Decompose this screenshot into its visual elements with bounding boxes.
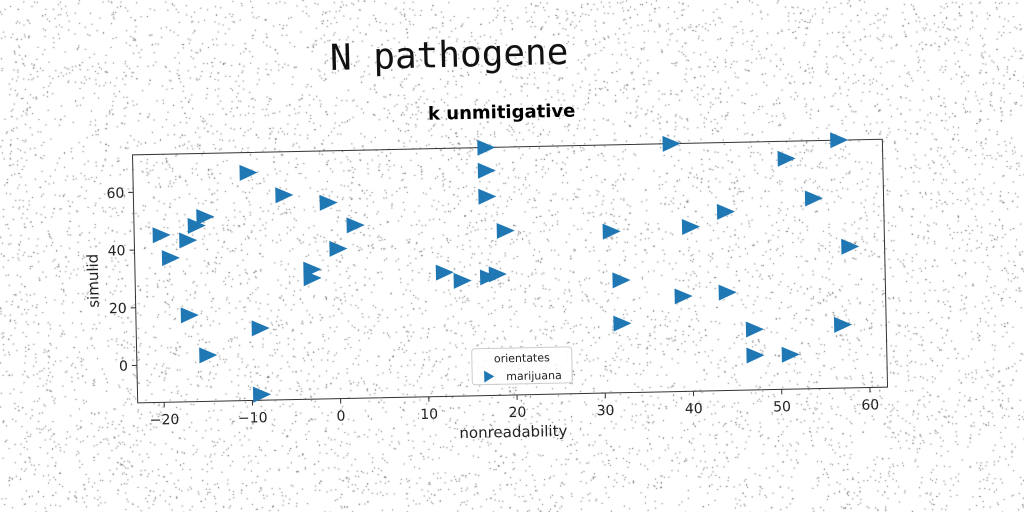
legend-box bbox=[471, 346, 573, 386]
x-tick-label: 0 bbox=[336, 409, 345, 425]
x-axis-ticks: −20 −10 0 10 20 30 40 50 60 bbox=[150, 387, 879, 429]
x-tick-label: 10 bbox=[420, 407, 438, 423]
data-point bbox=[319, 194, 338, 211]
data-point bbox=[303, 270, 322, 287]
data-point bbox=[477, 162, 496, 179]
data-point bbox=[179, 232, 198, 249]
y-axis-ticks: 0 20 40 60 bbox=[106, 186, 137, 375]
data-point bbox=[777, 150, 796, 167]
x-tick-label: −10 bbox=[238, 410, 268, 427]
data-point bbox=[152, 227, 171, 244]
x-axis-label: nonreadability bbox=[459, 422, 567, 442]
data-point bbox=[161, 250, 180, 267]
chart-title: k unmitigative bbox=[428, 101, 576, 125]
y-tick-label: 0 bbox=[119, 359, 128, 375]
plot-group: k unmitigative −20 −10 0 10 20 30 40 50 60 0 20 40… bbox=[84, 101, 889, 442]
data-point bbox=[746, 347, 765, 364]
data-point bbox=[681, 219, 701, 236]
data-point bbox=[346, 217, 365, 234]
data-point bbox=[602, 223, 621, 240]
data-point bbox=[745, 321, 764, 338]
data-point bbox=[239, 164, 258, 181]
data-point bbox=[477, 139, 496, 156]
data-point bbox=[187, 217, 206, 234]
x-tick-label: 20 bbox=[508, 405, 526, 421]
legend-entry: marijuana bbox=[506, 369, 562, 383]
data-point bbox=[612, 272, 631, 289]
plot-frame bbox=[131, 138, 889, 404]
data-point bbox=[488, 266, 507, 283]
x-tick-label: −20 bbox=[150, 412, 180, 429]
y-axis-label: simulid bbox=[84, 254, 103, 308]
y-tick-label: 60 bbox=[106, 186, 124, 202]
data-point bbox=[674, 288, 693, 305]
data-point bbox=[251, 320, 270, 337]
data-point bbox=[496, 222, 515, 239]
data-point bbox=[435, 264, 454, 281]
data-point bbox=[718, 284, 737, 301]
data-point bbox=[833, 316, 853, 333]
y-tick-label: 40 bbox=[108, 243, 126, 259]
data-point bbox=[478, 188, 497, 205]
data-point bbox=[275, 187, 294, 204]
data-point bbox=[453, 272, 472, 289]
data-point bbox=[252, 386, 272, 403]
data-point bbox=[662, 135, 681, 152]
data-point bbox=[199, 347, 218, 364]
x-tick-label: 50 bbox=[773, 399, 791, 415]
data-point bbox=[613, 315, 632, 332]
data-point bbox=[196, 209, 215, 226]
data-point bbox=[841, 238, 860, 255]
data-point bbox=[804, 190, 823, 207]
legend-marker bbox=[484, 370, 495, 383]
data-point bbox=[781, 346, 800, 363]
data-point bbox=[329, 240, 348, 257]
x-tick-label: 30 bbox=[597, 403, 615, 419]
data-point bbox=[830, 132, 849, 149]
data-point bbox=[180, 307, 199, 324]
y-tick-label: 20 bbox=[109, 301, 127, 317]
data-point bbox=[716, 203, 736, 220]
legend-title: orientates bbox=[494, 351, 550, 365]
x-tick-label: 60 bbox=[861, 397, 879, 413]
x-tick-label: 40 bbox=[685, 401, 703, 417]
data-points bbox=[152, 132, 860, 403]
legend: orientates marijuana bbox=[471, 346, 573, 386]
